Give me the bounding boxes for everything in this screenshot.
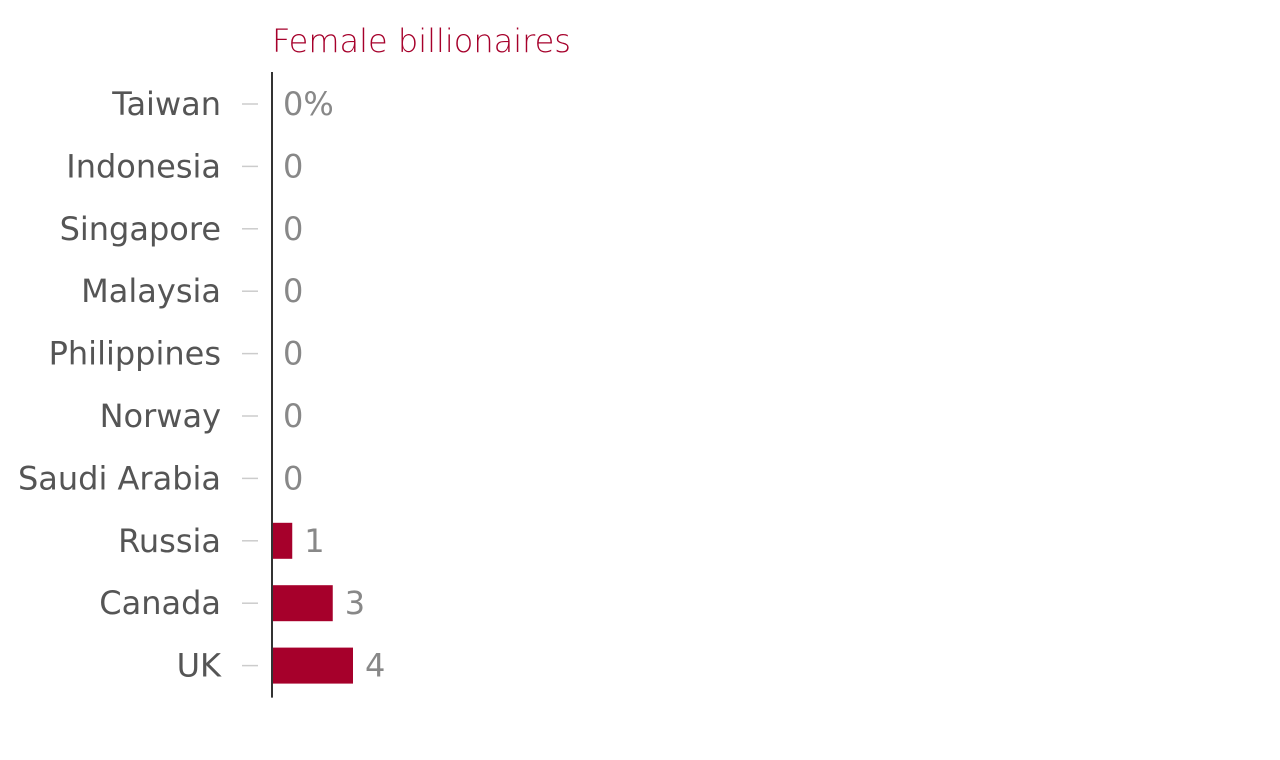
bars — [272, 522, 353, 684]
category-label-norway: Norway — [100, 397, 221, 435]
category-label-canada: Canada — [99, 584, 221, 622]
category-label-uk: UK — [177, 647, 222, 685]
category-labels: Taiwan Indonesia Singapore Malaysia Philippi… — [18, 85, 222, 685]
value-label-indonesia: 0 — [283, 147, 303, 185]
category-label-taiwan: Taiwan — [111, 85, 221, 123]
category-label-russia: Russia — [118, 522, 221, 560]
value-label-saudi-arabia: 0 — [283, 459, 303, 497]
bar-russia — [272, 522, 293, 559]
value-label-canada: 3 — [345, 584, 365, 622]
value-label-taiwan: 0% — [283, 85, 334, 123]
category-label-malaysia: Malaysia — [81, 272, 221, 310]
category-ticks — [242, 103, 258, 667]
category-label-singapore: Singapore — [60, 210, 221, 248]
value-label-philippines: 0 — [283, 335, 303, 373]
category-label-saudi-arabia: Saudi Arabia — [18, 459, 221, 497]
value-label-norway: 0 — [283, 397, 303, 435]
value-label-singapore: 0 — [283, 210, 303, 248]
bar-uk — [272, 647, 353, 684]
category-label-philippines: Philippines — [49, 335, 221, 373]
category-label-indonesia: Indonesia — [66, 147, 221, 185]
chart-title: Female billionaires — [272, 22, 571, 60]
bar-canada — [272, 585, 333, 622]
value-label-malaysia: 0 — [283, 272, 303, 310]
value-label-russia: 1 — [304, 522, 324, 560]
value-label-uk: 4 — [365, 647, 385, 685]
